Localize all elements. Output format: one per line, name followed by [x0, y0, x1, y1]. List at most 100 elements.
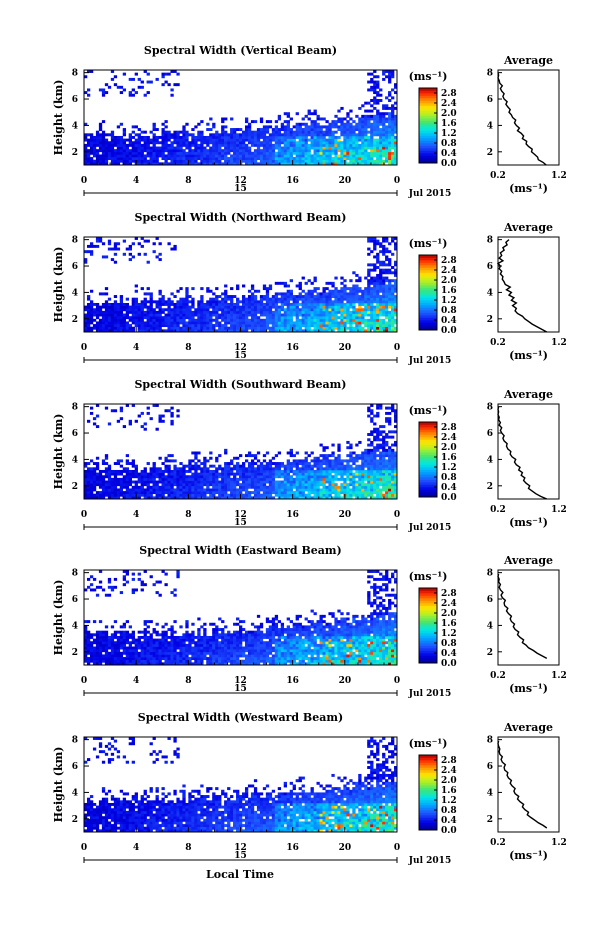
colorbar-swatch [419, 325, 437, 328]
heatmap-cell [364, 472, 368, 476]
heatmap-cell [322, 151, 326, 155]
heatmap-cell [239, 485, 243, 489]
heatmap-cell [176, 485, 180, 489]
heatmap-cell [376, 435, 380, 439]
heatmap-cell [101, 475, 106, 479]
heatmap-cell [194, 310, 198, 314]
heatmap-cell [307, 109, 311, 113]
heatmap-cell [95, 326, 100, 330]
colorbar-tick-label: 0.0 [441, 159, 457, 169]
heatmap-cell [280, 151, 285, 155]
heatmap-cell [334, 141, 338, 145]
heatmap-cell [376, 114, 380, 118]
heatmap-cell [283, 143, 287, 147]
heatmap-cell [95, 239, 100, 243]
heatmap-cell [385, 443, 389, 447]
heatmap-cell [388, 77, 392, 81]
heatmap-cell [227, 310, 231, 314]
heatmap-cell [116, 159, 121, 163]
heatmap-cell [149, 488, 153, 492]
heatmap-cell [268, 133, 273, 137]
heatmap-cell [382, 310, 386, 314]
heatmap-cell [161, 138, 165, 142]
heatmap-cell [104, 472, 109, 476]
heatmap-cell [337, 297, 341, 301]
heatmap-cell [382, 138, 386, 142]
heatmap-cell [358, 287, 362, 291]
heatmap-cell [98, 485, 103, 489]
heatmap-cell [239, 316, 243, 320]
heatmap-cell [152, 133, 156, 137]
heatmap-cell [107, 493, 112, 497]
heatmap-cell [310, 310, 314, 314]
heatmap-cell [107, 151, 112, 155]
heatmap-cell [310, 329, 314, 333]
heatmap-cell [176, 157, 180, 161]
heatmap-cell [191, 318, 195, 322]
heatmap-cell [203, 310, 207, 314]
colorbar-swatch [419, 110, 437, 114]
heatmap-cell [271, 326, 276, 330]
heatmap-cell [250, 154, 255, 158]
heatmap-cell [385, 149, 389, 153]
heatmap-cell [95, 149, 100, 153]
heatmap-cell [200, 462, 204, 465]
heatmap-cell [119, 324, 124, 328]
heatmap-cell [218, 321, 222, 325]
heatmap-cell [230, 491, 234, 495]
heatmap-cell [128, 488, 132, 492]
heatmap-cell [259, 488, 264, 492]
heatmap-cell [358, 149, 362, 153]
heatmap-cell [271, 128, 276, 131]
heatmap-cell [316, 326, 320, 330]
heatmap-cell [134, 313, 138, 317]
heatmap-cell [388, 133, 392, 137]
heatmap-cell [385, 117, 389, 121]
heatmap-cell [274, 159, 279, 163]
heatmap-cell [370, 237, 374, 240]
heatmap-cell [340, 477, 344, 481]
heatmap-cell [316, 141, 320, 145]
heatmap-cell [295, 326, 299, 330]
heatmap-cell [107, 480, 112, 484]
heatmap-cell [361, 114, 365, 118]
heatmap-cell [382, 448, 386, 452]
heatmap-cell [361, 491, 365, 495]
heatmap-cell [98, 149, 103, 153]
heatmap-cell [388, 472, 392, 476]
heatmap-cell [271, 297, 276, 301]
heatmap-cell [253, 297, 258, 301]
heatmap-cell [370, 143, 374, 147]
heatmap-cell [200, 302, 204, 306]
heatmap-cell [367, 409, 371, 413]
colorbar-tick-label: 2.0 [441, 276, 457, 286]
heatmap-cell [86, 162, 91, 166]
heatmap-cell [137, 496, 141, 500]
heatmap-cell [358, 496, 362, 500]
heatmap-cell [224, 159, 228, 163]
heatmap-cell [161, 496, 165, 500]
heatmap-cell [388, 141, 392, 145]
heatmap-cell [370, 88, 374, 92]
heatmap-cell [349, 329, 353, 333]
heatmap-cell [313, 324, 317, 328]
heatmap-cell [224, 485, 228, 489]
heatmap-cell [137, 154, 141, 158]
heatmap-cell [170, 477, 174, 481]
heatmap-cell [334, 310, 338, 314]
heatmap-cell [247, 313, 252, 317]
heatmap-cell [328, 154, 332, 158]
average-profile-line [497, 72, 547, 166]
heatmap-cell [271, 302, 276, 306]
heatmap-cell [334, 122, 338, 126]
heatmap-cell [131, 496, 135, 500]
heatmap-cell [131, 321, 135, 325]
heatmap-cell [122, 329, 127, 333]
heatmap-cell [131, 255, 135, 259]
heatmap-cell [361, 154, 365, 158]
heatmap-cell [176, 305, 180, 309]
heatmap-cell [316, 143, 320, 147]
heatmap-cell [230, 149, 234, 153]
heatmap-cell [391, 135, 395, 139]
heatmap-cell [146, 143, 150, 147]
